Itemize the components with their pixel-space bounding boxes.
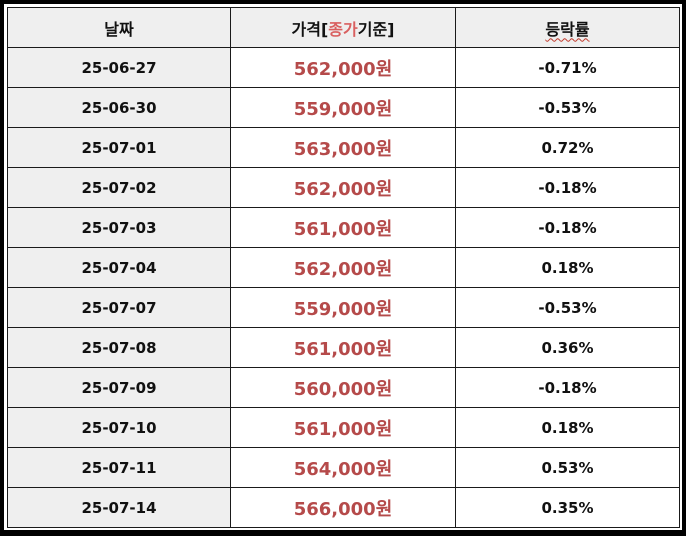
cell-price: 562,000원: [230, 167, 456, 208]
cell-price: 561,000원: [230, 327, 456, 368]
table-row: 25-07-07 559,000원 -0.53%: [7, 287, 680, 328]
cell-price: 562,000원: [230, 47, 456, 88]
cell-change: -0.53%: [455, 287, 680, 328]
cell-date: 25-07-10: [7, 407, 231, 448]
cell-change: 0.18%: [455, 247, 680, 288]
table-row: 25-07-03 561,000원 -0.18%: [7, 207, 680, 248]
cell-date: 25-07-02: [7, 167, 231, 208]
cell-price: 559,000원: [230, 87, 456, 128]
cell-change: 0.53%: [455, 447, 680, 488]
cell-date: 25-07-04: [7, 247, 231, 288]
cell-date: 25-06-30: [7, 87, 231, 128]
cell-change: 0.36%: [455, 327, 680, 368]
header-date: 날짜: [7, 7, 231, 48]
table-row: 25-07-11 564,000원 0.53%: [7, 447, 680, 488]
cell-price: 562,000원: [230, 247, 456, 288]
header-change: 등락률: [455, 7, 680, 48]
cell-date: 25-07-09: [7, 367, 231, 408]
cell-date: 25-07-08: [7, 327, 231, 368]
table-row: 25-07-08 561,000원 0.36%: [7, 327, 680, 368]
cell-date: 25-07-14: [7, 487, 231, 528]
cell-price: 563,000원: [230, 127, 456, 168]
header-price-suffix: 기준]: [357, 19, 395, 39]
header-price-prefix: 가격[: [291, 19, 329, 39]
cell-date: 25-07-03: [7, 207, 231, 248]
cell-date: 25-06-27: [7, 47, 231, 88]
cell-change: -0.71%: [455, 47, 680, 88]
header-row: 날짜 가격[종가기준] 등락률: [7, 7, 680, 48]
table-frame: 날짜 가격[종가기준] 등락률 25-06-27 562,000원 -0.71%…: [4, 4, 682, 530]
header-price-highlight: 종가: [328, 19, 358, 39]
table-row: 25-06-30 559,000원 -0.53%: [7, 87, 680, 128]
cell-date: 25-07-01: [7, 127, 231, 168]
table-row: 25-07-09 560,000원 -0.18%: [7, 367, 680, 408]
cell-price: 564,000원: [230, 447, 456, 488]
cell-change: -0.18%: [455, 167, 680, 208]
cell-price: 566,000원: [230, 487, 456, 528]
header-change-label: 등락률: [545, 19, 590, 39]
table-row: 25-07-10 561,000원 0.18%: [7, 407, 680, 448]
cell-change: -0.18%: [455, 367, 680, 408]
cell-change: -0.53%: [455, 87, 680, 128]
cell-price: 561,000원: [230, 407, 456, 448]
price-table: 날짜 가격[종가기준] 등락률 25-06-27 562,000원 -0.71%…: [7, 7, 680, 528]
cell-date: 25-07-11: [7, 447, 231, 488]
table-row: 25-07-02 562,000원 -0.18%: [7, 167, 680, 208]
cell-date: 25-07-07: [7, 287, 231, 328]
cell-change: 0.35%: [455, 487, 680, 528]
table-row: 25-07-14 566,000원 0.35%: [7, 487, 680, 528]
cell-price: 561,000원: [230, 207, 456, 248]
cell-change: 0.72%: [455, 127, 680, 168]
cell-change: -0.18%: [455, 207, 680, 248]
table-row: 25-07-01 563,000원 0.72%: [7, 127, 680, 168]
cell-price: 560,000원: [230, 367, 456, 408]
cell-change: 0.18%: [455, 407, 680, 448]
table-row: 25-07-04 562,000원 0.18%: [7, 247, 680, 288]
cell-price: 559,000원: [230, 287, 456, 328]
table-row: 25-06-27 562,000원 -0.71%: [7, 47, 680, 88]
header-price: 가격[종가기준]: [230, 7, 456, 48]
